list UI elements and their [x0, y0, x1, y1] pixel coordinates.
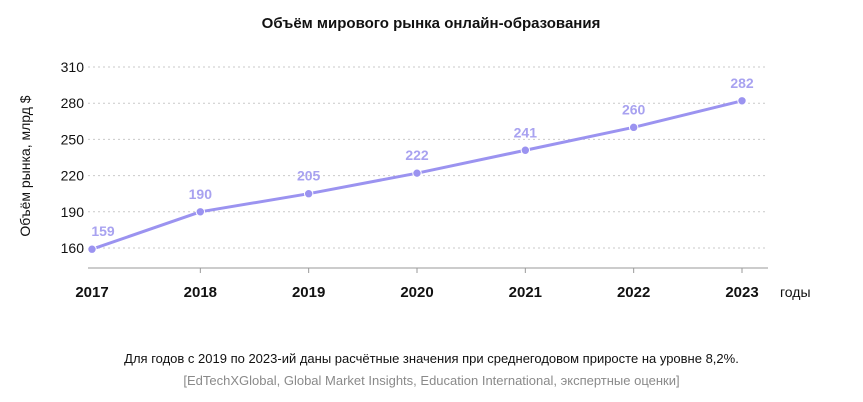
- data-point: [737, 96, 747, 106]
- data-label: 190: [189, 186, 213, 202]
- data-point: [412, 168, 422, 178]
- data-point: [303, 189, 314, 199]
- x-tick-label: 2023: [725, 284, 758, 301]
- y-tick-label: 250: [61, 131, 85, 147]
- y-axis-label: Объём рынка, млрд $: [17, 95, 33, 236]
- x-tick-label: 2022: [617, 284, 650, 301]
- data-label: 282: [730, 75, 754, 91]
- data-point: [520, 145, 531, 155]
- source-note: [EdTechXGlobal, Global Market Insights, …: [183, 373, 680, 388]
- data-label: 260: [622, 101, 646, 117]
- x-tick-label: 2020: [400, 284, 433, 301]
- y-tick-label: 220: [61, 168, 85, 184]
- y-tick-label: 160: [61, 240, 85, 256]
- data-label: 222: [405, 147, 429, 163]
- y-tick-label: 280: [61, 95, 85, 111]
- x-axis-label: годы: [780, 284, 811, 300]
- x-tick-label: 2019: [292, 284, 325, 301]
- chart-title: Объём мирового рынка онлайн-образования: [262, 15, 601, 32]
- x-tick-label: 2018: [184, 284, 217, 301]
- data-label: 205: [297, 168, 321, 184]
- data-point: [87, 244, 97, 254]
- data-label: 241: [514, 124, 538, 140]
- y-tick-label: 190: [61, 204, 85, 220]
- data-label: 159: [91, 223, 115, 239]
- x-tick-label: 2017: [75, 284, 108, 301]
- data-point: [628, 122, 639, 133]
- y-tick-label: 310: [61, 59, 85, 75]
- data-point: [195, 207, 206, 217]
- footnote: Для годов с 2019 по 2023-ий даны расчётн…: [124, 351, 739, 366]
- x-tick-label: 2021: [509, 284, 542, 301]
